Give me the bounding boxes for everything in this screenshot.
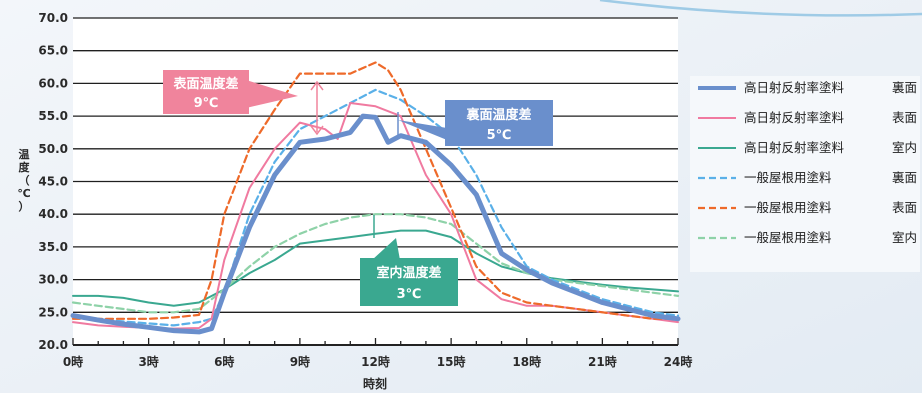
y-tick-label-10: 70.0	[38, 11, 68, 25]
legend-box	[690, 76, 920, 272]
callout-indoor-diff: 室内温度差 3℃	[360, 215, 458, 306]
legend-sublabel-5: 室内	[892, 230, 917, 245]
callout-surface-box	[163, 70, 249, 114]
series-line-0	[70, 113, 681, 335]
x-axis-title: 時刻	[363, 376, 387, 391]
callout-surface-line1: 表面温度差	[172, 76, 238, 92]
series-lines	[70, 61, 681, 335]
legend-label-1: 高日射反射率塗料	[744, 110, 845, 125]
y-axis-title: 温度（℃）	[17, 147, 30, 213]
y-axis-title-char-3: ℃	[17, 187, 30, 200]
y-axis-title-char-1: 度	[19, 160, 31, 174]
y-axis-title-char-2: （	[19, 174, 30, 187]
legend-label-5: 一般屋根用塗料	[744, 230, 832, 245]
legend-label-2: 高日射反射率塗料	[744, 140, 845, 155]
legend-label-0: 高日射反射率塗料	[744, 80, 845, 95]
x-tick-label-3: 9時	[290, 354, 310, 369]
y-tick-label-5: 45.0	[38, 175, 68, 189]
callout-back-line1: 裏面温度差	[465, 107, 531, 123]
x-tick-label-4: 12時	[361, 354, 390, 369]
series-line-4	[71, 61, 680, 320]
x-tick-label-0: 0時	[63, 354, 83, 369]
y-tick-label-1: 25.0	[38, 305, 68, 319]
callout-surface-line2: 9℃	[194, 96, 219, 111]
y-axis-title-char-0: 温	[19, 147, 30, 161]
y-tick-label-0: 20.0	[38, 338, 68, 352]
x-tick-label-2: 6時	[214, 354, 234, 369]
x-tick-label-6: 18時	[512, 354, 541, 369]
x-tick-label-7: 21時	[588, 354, 617, 369]
y-axis-ticks: 20.0 25.0 30.0 35.0 40.0 45.0 50.0 55.0 60.0 65.0…	[38, 11, 68, 352]
legend-sublabel-1: 表面	[892, 110, 917, 125]
legend-label-3: 一般屋根用塗料	[744, 170, 832, 185]
callout-indoor-line2: 3℃	[397, 287, 422, 302]
series-line-2	[72, 229, 679, 307]
legend-label-4: 一般屋根用塗料	[744, 200, 832, 215]
callout-indoor-line1: 室内温度差	[376, 265, 441, 281]
callout-surface-diff: 表面温度差 9℃	[163, 70, 324, 136]
x-tick-label-5: 15時	[437, 354, 466, 369]
y-tick-label-4: 40.0	[38, 207, 68, 221]
callout-indoor-box	[360, 258, 458, 306]
series-line-3	[71, 88, 680, 327]
y-axis-title-char-4: ）	[19, 200, 30, 213]
y-tick-label-3: 35.0	[38, 240, 68, 254]
legend-sublabel-4: 表面	[892, 200, 917, 215]
y-tick-label-9: 65.0	[38, 44, 68, 58]
x-tick-label-8: 24時	[664, 354, 693, 369]
callout-back-box	[445, 100, 553, 146]
series-line-5	[71, 213, 680, 314]
callout-back-diff: 裏面温度差 5℃	[397, 100, 553, 146]
legend-sublabel-3: 裏面	[892, 170, 917, 185]
x-tick-label-1: 3時	[138, 354, 158, 369]
decorative-curve	[599, 0, 922, 17]
legend-sublabel-2: 室内	[892, 140, 917, 155]
y-tick-label-7: 55.0	[38, 109, 68, 123]
y-tick-label-2: 30.0	[38, 273, 68, 287]
y-tick-label-8: 60.0	[38, 76, 68, 90]
legend-sublabel-0: 裏面	[892, 80, 917, 95]
y-tick-label-6: 50.0	[38, 142, 68, 156]
callout-back-line2: 5℃	[487, 128, 512, 143]
